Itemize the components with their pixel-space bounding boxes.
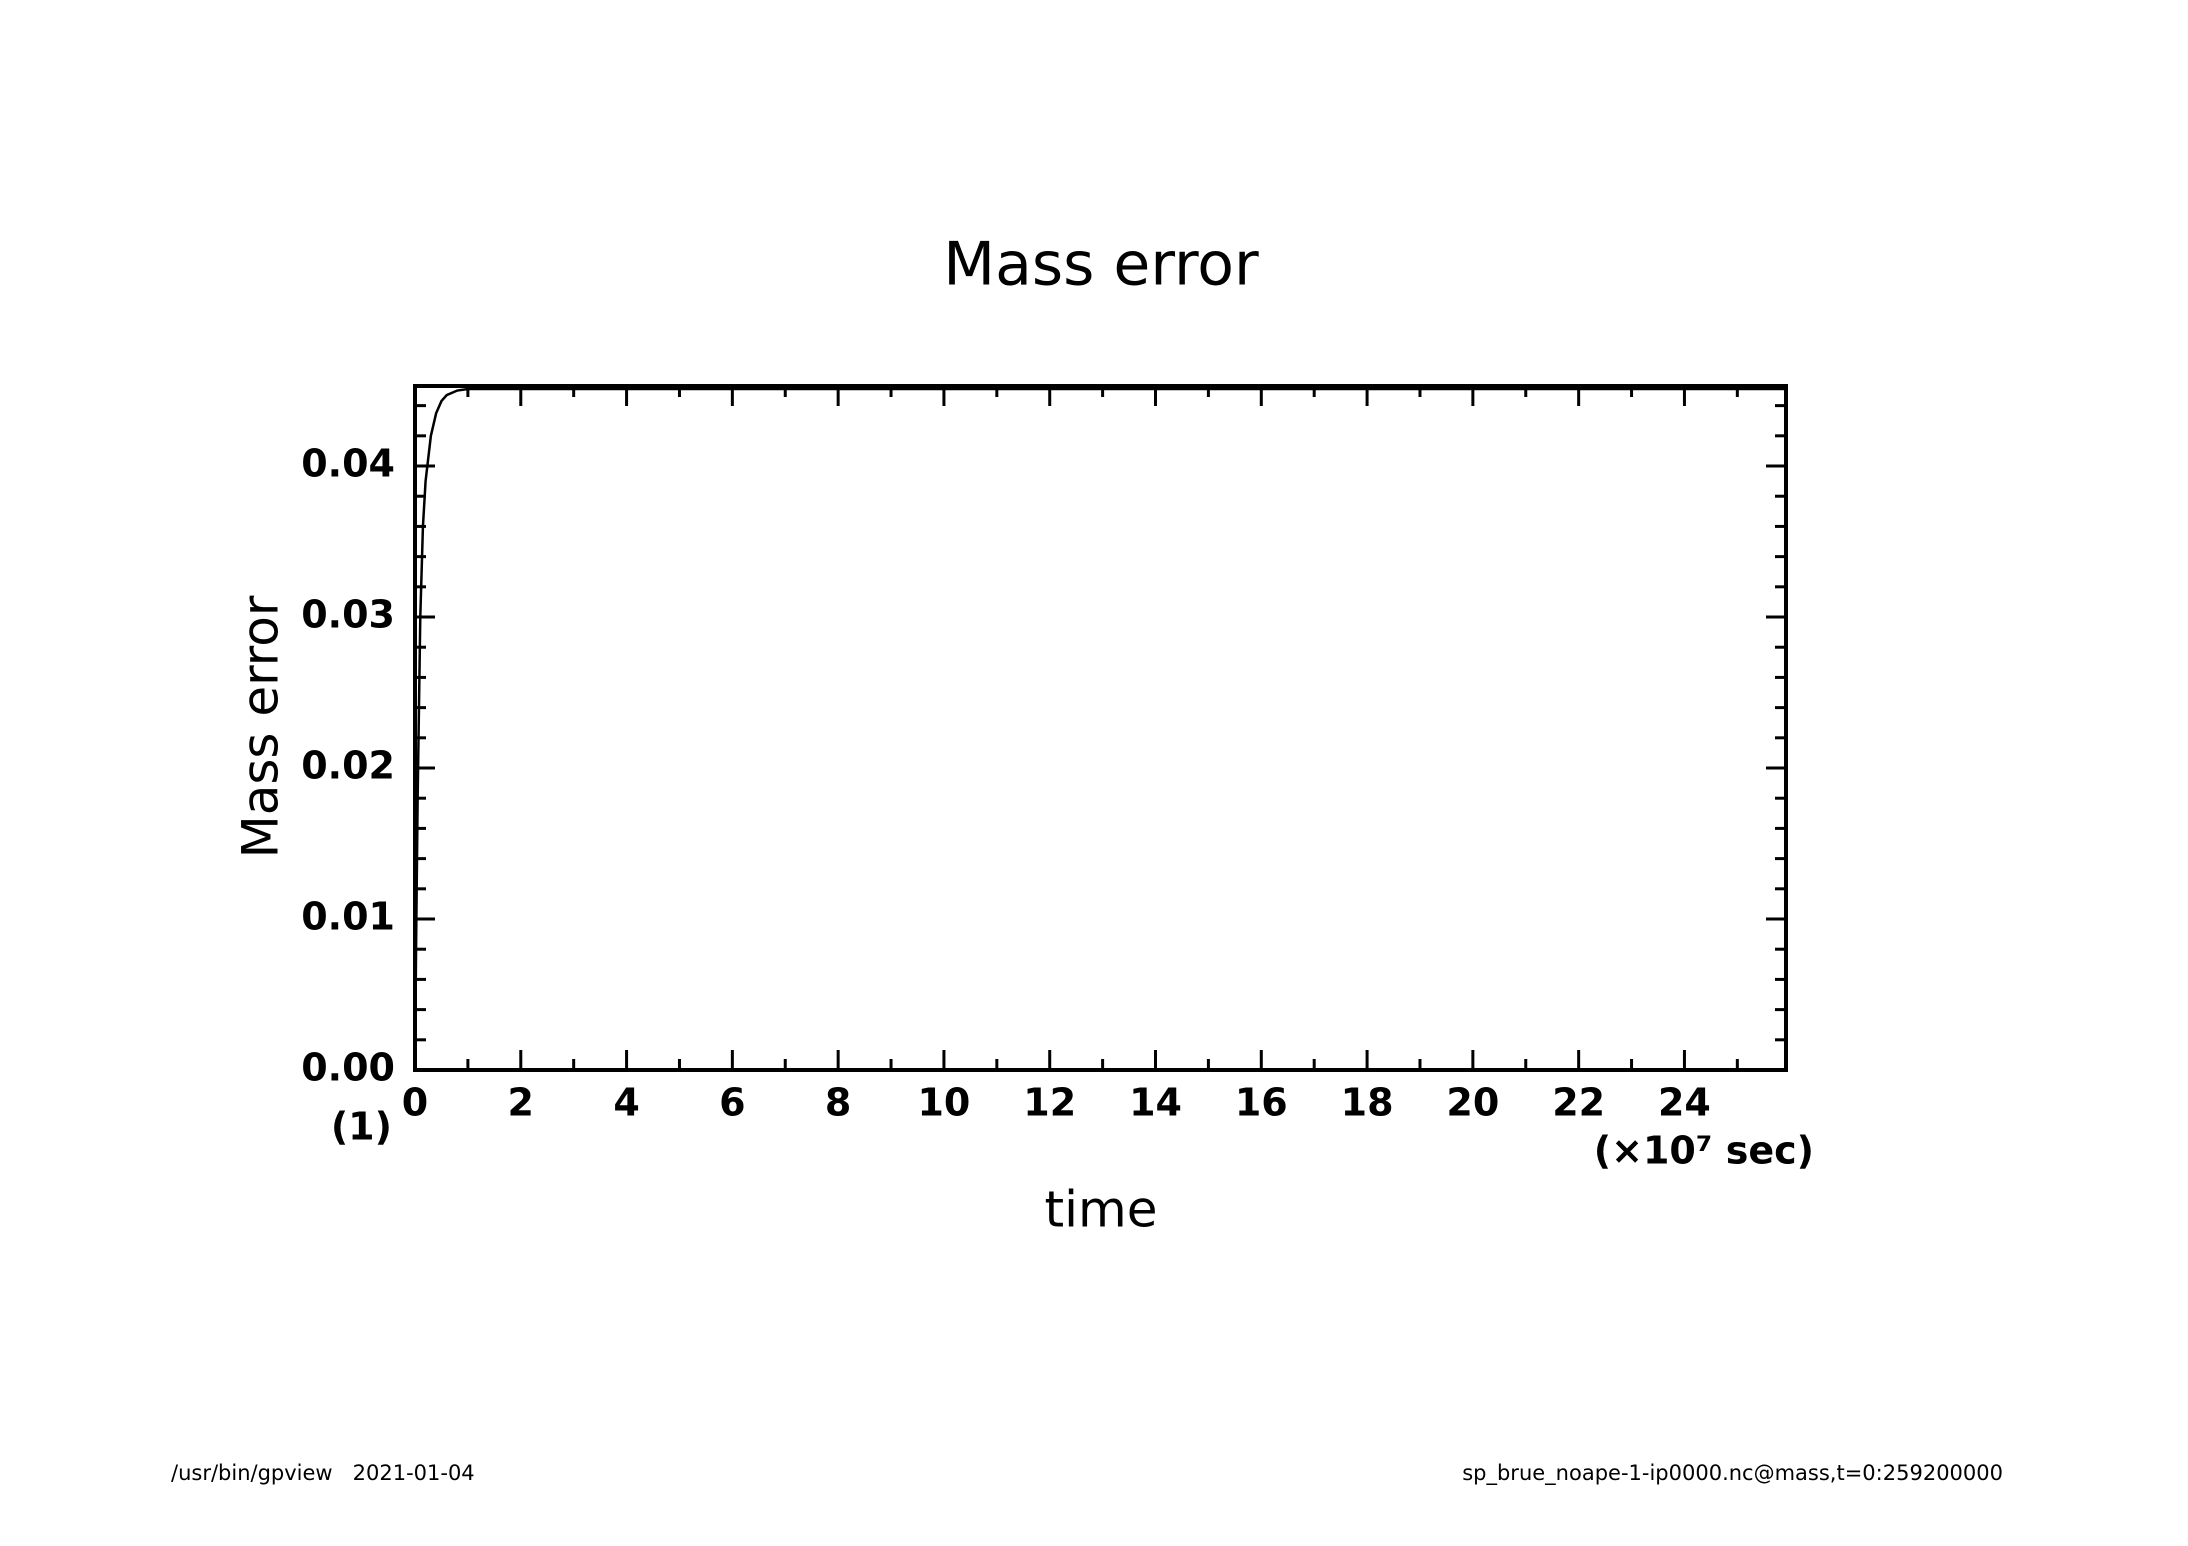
x-unit: (×10⁷ sec) <box>1594 1129 1814 1173</box>
x-tick-label: 22 <box>1552 1081 1605 1125</box>
footer-right: sp_brue_noape-1-ip0000.nc@mass,t=0:25920… <box>1462 1461 2003 1486</box>
x-tick-label: 0 <box>402 1081 428 1125</box>
y-tick-label: 0.02 <box>301 744 395 788</box>
data-line <box>413 387 1786 1071</box>
y-unit: (1) <box>331 1105 392 1149</box>
plot-frame <box>413 384 1788 1072</box>
y-tick-label: 0.04 <box>301 442 395 486</box>
x-tick-label: 10 <box>917 1081 970 1125</box>
x-tick-label: 8 <box>825 1081 851 1125</box>
x-tick-label: 16 <box>1235 1081 1288 1125</box>
y-tick-label: 0.01 <box>301 895 395 939</box>
x-tick-label: 24 <box>1658 1081 1711 1125</box>
x-tick-label: 6 <box>719 1081 745 1125</box>
footer-left: /usr/bin/gpview 2021-01-04 <box>171 1461 475 1485</box>
y-tick-label: 0.03 <box>301 593 395 637</box>
x-axis-label: time <box>1045 1181 1158 1239</box>
x-tick-label: 20 <box>1446 1081 1499 1125</box>
x-tick-label: 12 <box>1023 1081 1076 1125</box>
y-axis-label: Mass error <box>232 595 290 858</box>
x-tick-label: 4 <box>613 1081 639 1125</box>
x-tick-label: 14 <box>1129 1081 1182 1125</box>
x-tick-label: 2 <box>508 1081 534 1125</box>
chart-title: Mass error <box>943 230 1259 300</box>
y-tick-label: 0.00 <box>301 1046 395 1090</box>
x-tick-label: 18 <box>1341 1081 1394 1125</box>
